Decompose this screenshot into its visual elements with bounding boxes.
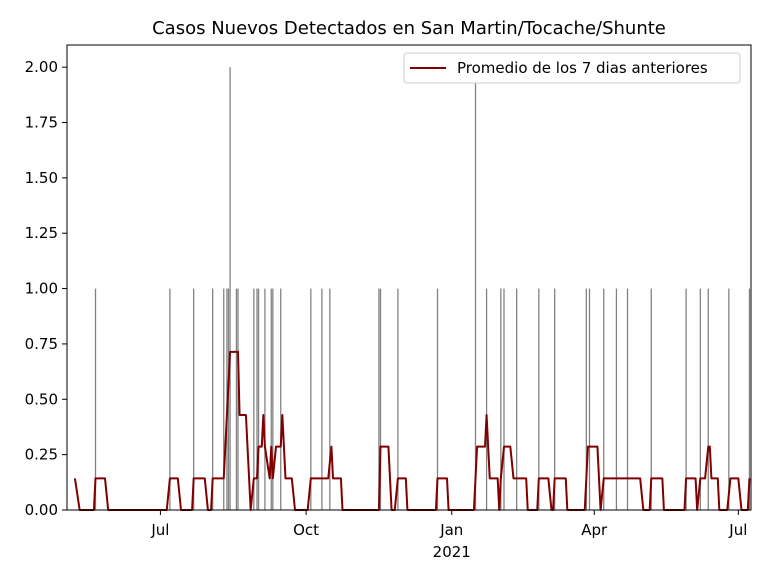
y-tick-label: 1.25 <box>25 224 58 242</box>
y-tick-label: 0.00 <box>25 501 58 519</box>
bar <box>503 288 505 510</box>
bar <box>436 288 439 510</box>
bar <box>270 288 272 510</box>
bar <box>603 288 605 510</box>
bar <box>280 288 282 510</box>
x-tick-label: Jul <box>150 521 169 539</box>
bar <box>310 288 312 510</box>
bar <box>212 288 214 510</box>
x-tick-label: Apr <box>581 521 608 539</box>
bar <box>235 288 238 510</box>
y-tick-label: 2.00 <box>25 58 58 76</box>
bar <box>256 288 258 510</box>
bar <box>378 288 380 510</box>
y-tick-label: 0.50 <box>25 390 58 408</box>
bar <box>585 288 587 510</box>
bar <box>237 288 239 510</box>
x-tick-label: Jan <box>439 521 463 539</box>
bar <box>329 288 331 510</box>
legend-label: Promedio de los 7 dias anteriores <box>457 59 708 77</box>
y-tick-label: 1.75 <box>25 114 58 132</box>
bar <box>707 288 709 510</box>
bar <box>397 288 399 510</box>
bar <box>485 288 488 510</box>
bar <box>748 288 751 510</box>
x-tick-label: Oct <box>293 521 319 539</box>
bar <box>516 288 518 510</box>
bar <box>500 288 502 510</box>
bar <box>474 67 477 511</box>
y-tick-label: 0.25 <box>25 446 58 464</box>
bar <box>650 288 652 510</box>
x-tick-sublabel: 2021 <box>433 543 471 561</box>
chart-title: Casos Nuevos Detectados en San Martin/To… <box>152 18 666 39</box>
plot-frame <box>66 44 752 511</box>
bar <box>699 288 701 510</box>
bar <box>588 288 591 510</box>
bar <box>615 288 618 510</box>
bar <box>94 288 97 510</box>
bar <box>685 288 687 510</box>
bar <box>257 288 260 510</box>
bar <box>538 288 540 510</box>
legend-box <box>403 52 741 84</box>
bar <box>169 288 171 510</box>
y-tick-label: 1.00 <box>25 280 58 298</box>
bar <box>321 288 323 510</box>
y-tick-label: 0.75 <box>25 335 58 353</box>
bar <box>554 288 556 510</box>
bar <box>253 288 255 510</box>
x-tick-label: Jul <box>728 521 747 539</box>
bar <box>193 288 195 510</box>
bar <box>728 288 730 510</box>
bar <box>272 288 274 510</box>
bar <box>223 288 225 510</box>
bar <box>264 288 266 510</box>
bar <box>229 67 231 511</box>
y-tick-label: 1.50 <box>25 169 58 187</box>
bar <box>379 288 382 510</box>
bar <box>626 288 629 510</box>
